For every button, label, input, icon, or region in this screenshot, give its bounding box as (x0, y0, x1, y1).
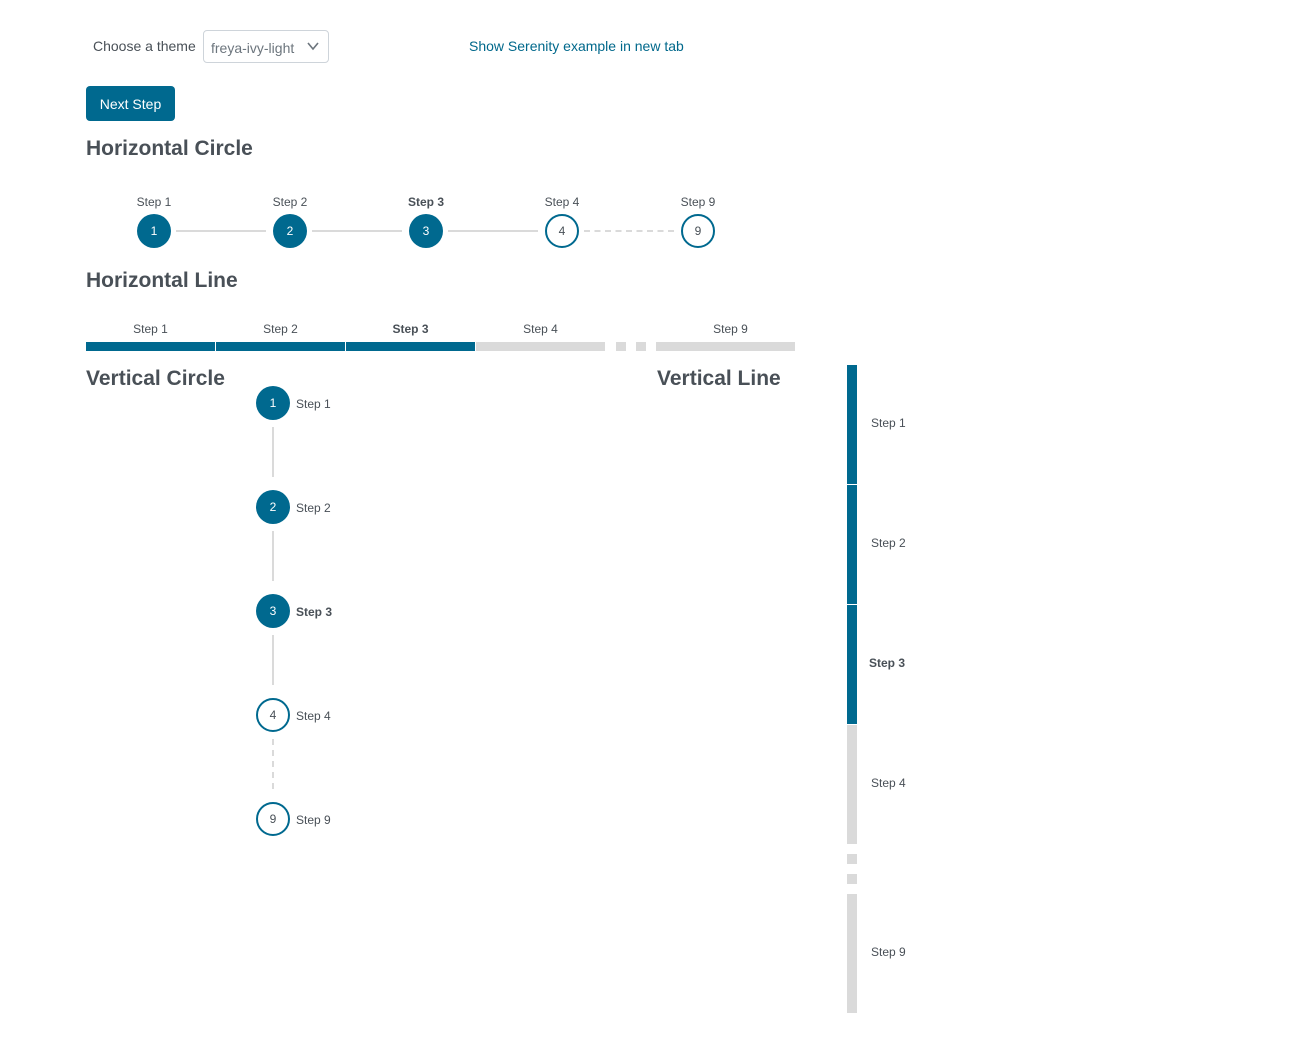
vl-step-bar[interactable] (847, 605, 857, 724)
section-title-horizontal-circle: Horizontal Circle (86, 137, 253, 160)
hc-connector-dashed (584, 230, 674, 232)
hl-step-label: Step 2 (263, 322, 298, 336)
serenity-example-link[interactable]: Show Serenity example in new tab (469, 38, 684, 54)
hl-step-label: Step 1 (133, 322, 168, 336)
hc-step-circle[interactable]: 1 (137, 214, 171, 248)
theme-select[interactable]: freya-ivy-light (203, 30, 329, 63)
vc-connector (272, 427, 274, 477)
section-title-vertical-line: Vertical Line (657, 367, 781, 390)
chevron-down-icon (307, 42, 319, 51)
vl-gap-dot (847, 854, 857, 864)
vl-step-bar[interactable] (847, 894, 857, 1013)
vl-step-bar[interactable] (847, 485, 857, 604)
vc-step-circle[interactable]: 9 (256, 802, 290, 836)
hl-step-label: Step 4 (523, 322, 558, 336)
hc-step-label: Step 9 (680, 195, 716, 209)
hc-connector (312, 230, 402, 232)
vc-step-circle[interactable]: 1 (256, 386, 290, 420)
hl-step-label: Step 3 (392, 322, 429, 336)
hl-step-bar[interactable] (656, 342, 795, 351)
vc-connector-dashed (272, 739, 274, 789)
hc-step-circle[interactable]: 3 (409, 214, 443, 248)
hc-step-label: Step 1 (136, 195, 172, 209)
vc-step-label: Step 2 (296, 501, 331, 515)
hl-step-label: Step 9 (713, 322, 748, 336)
section-title-horizontal-line: Horizontal Line (86, 269, 238, 292)
hc-step-circle[interactable]: 2 (273, 214, 307, 248)
hl-step-bar[interactable] (216, 342, 345, 351)
vl-step-bar[interactable] (847, 365, 857, 484)
hc-connector (176, 230, 266, 232)
hl-step-bar[interactable] (476, 342, 605, 351)
vc-step-circle[interactable]: 2 (256, 490, 290, 524)
hl-gap-dot (616, 342, 626, 351)
theme-select-value: freya-ivy-light (211, 40, 295, 56)
vc-connector (272, 531, 274, 581)
vc-connector (272, 635, 274, 685)
vc-step-label: Step 9 (296, 813, 331, 827)
hc-step-label: Step 2 (272, 195, 308, 209)
hc-step-circle[interactable]: 9 (681, 214, 715, 248)
hc-step-label: Step 3 (407, 195, 444, 209)
hc-connector (448, 230, 538, 232)
theme-label: Choose a theme (93, 38, 196, 54)
hl-gap-dot (636, 342, 646, 351)
vc-step-circle[interactable]: 4 (256, 698, 290, 732)
vc-step-label: Step 3 (296, 605, 333, 619)
vl-step-label: Step 2 (871, 536, 906, 550)
hc-step-label: Step 4 (544, 195, 580, 209)
next-step-button[interactable]: Next Step (86, 86, 175, 121)
vl-step-label: Step 4 (871, 776, 906, 790)
vc-step-label: Step 4 (296, 709, 331, 723)
vl-step-label: Step 3 (869, 656, 906, 670)
section-title-vertical-circle: Vertical Circle (86, 367, 225, 390)
hc-step-circle[interactable]: 4 (545, 214, 579, 248)
vl-step-label: Step 9 (871, 945, 906, 959)
vc-step-circle[interactable]: 3 (256, 594, 290, 628)
hl-step-bar[interactable] (86, 342, 215, 351)
hl-step-bar[interactable] (346, 342, 475, 351)
vl-step-bar[interactable] (847, 725, 857, 844)
vl-step-label: Step 1 (871, 416, 906, 430)
vl-gap-dot (847, 874, 857, 884)
vc-step-label: Step 1 (296, 397, 331, 411)
